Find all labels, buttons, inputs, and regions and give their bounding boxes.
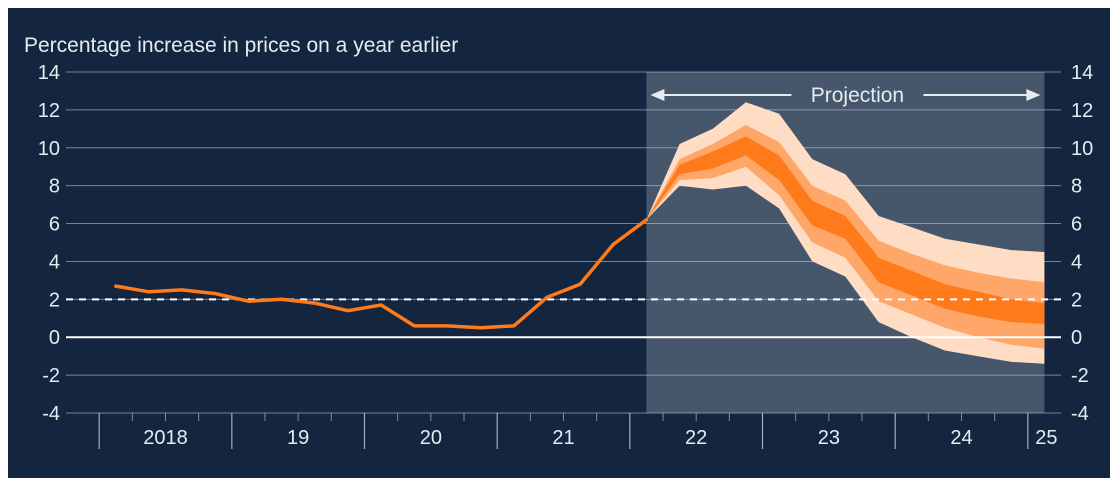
y-tick-label-left: 14 bbox=[38, 62, 60, 84]
history-point bbox=[479, 326, 482, 329]
history-point bbox=[346, 309, 350, 312]
y-tick-label-right: 6 bbox=[1071, 214, 1082, 236]
history-point bbox=[313, 301, 316, 305]
y-tick-label-left: 4 bbox=[49, 251, 60, 273]
history-point bbox=[180, 288, 184, 292]
history-point bbox=[413, 324, 416, 328]
chart-subtitle: Percentage increase in prices on a year … bbox=[24, 34, 459, 57]
history-point bbox=[612, 243, 615, 246]
x-year-label: 25 bbox=[1035, 427, 1057, 449]
x-year-label: 21 bbox=[552, 427, 574, 449]
y-tick-label-right: -2 bbox=[1071, 365, 1089, 387]
y-tick-label-right: 14 bbox=[1071, 62, 1093, 84]
history-point bbox=[446, 324, 449, 328]
y-tick-label-left: -2 bbox=[42, 365, 60, 387]
history-point bbox=[578, 282, 582, 286]
history-point bbox=[214, 292, 217, 295]
y-tick-label-left: 8 bbox=[49, 176, 60, 198]
y-tick-label-right: 10 bbox=[1071, 138, 1093, 160]
x-year-label: 22 bbox=[685, 427, 707, 449]
y-tick-label-right: 0 bbox=[1071, 327, 1082, 349]
y-tick-label-right: 12 bbox=[1071, 100, 1093, 122]
y-tick-label-right: 4 bbox=[1071, 251, 1082, 273]
projection-arrowhead-left bbox=[650, 89, 665, 101]
history-point bbox=[545, 296, 549, 299]
cpi-history-line bbox=[114, 218, 649, 330]
projection-arrowhead-right bbox=[1026, 89, 1041, 101]
chart-panel: Percentage increase in prices on a year … bbox=[8, 8, 1110, 478]
x-year-label: 24 bbox=[950, 427, 972, 449]
y-tick-label-right: 8 bbox=[1071, 176, 1082, 198]
history-point bbox=[379, 303, 383, 307]
history-point bbox=[147, 290, 151, 293]
y-tick-label-left: -4 bbox=[42, 403, 60, 425]
history-point bbox=[114, 284, 117, 288]
x-year-label: 23 bbox=[818, 427, 840, 449]
history-point bbox=[280, 298, 283, 301]
projection-label: Projection bbox=[811, 84, 904, 107]
fan-band-inner bbox=[646, 136, 1045, 324]
history-point bbox=[247, 300, 250, 303]
history-point bbox=[645, 218, 648, 221]
x-year-label: 2018 bbox=[143, 427, 188, 449]
y-tick-label-left: 6 bbox=[49, 214, 60, 236]
y-tick-label-left: 12 bbox=[38, 100, 60, 122]
y-tick-label-left: 2 bbox=[49, 289, 60, 311]
y-tick-label-left: 0 bbox=[49, 327, 60, 349]
y-tick-label-right: 2 bbox=[1071, 289, 1082, 311]
x-year-label: 19 bbox=[287, 427, 309, 449]
y-tick-label-left: 10 bbox=[38, 138, 60, 160]
y-tick-label-right: -4 bbox=[1071, 403, 1089, 425]
x-year-label: 20 bbox=[420, 427, 442, 449]
history-point bbox=[512, 324, 515, 328]
